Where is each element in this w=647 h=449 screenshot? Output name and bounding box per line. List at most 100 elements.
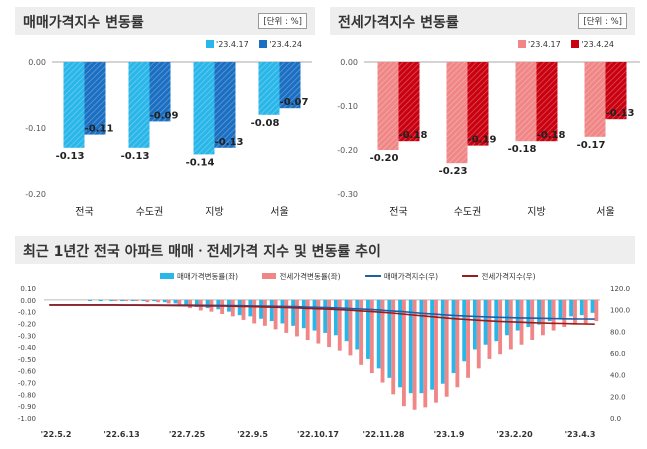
- x-tick-label: '22.9.5: [237, 430, 268, 439]
- legend-label: '23.4.24: [269, 40, 303, 49]
- bar-this-week: [467, 62, 489, 146]
- jeonse-change-bar: [391, 299, 396, 395]
- legend-swatch: [364, 275, 381, 277]
- sale-change-bar: [216, 299, 221, 310]
- sale-change-bar: [366, 299, 370, 359]
- sale-change-bar: [312, 299, 317, 331]
- sale-change-bar: [259, 299, 263, 319]
- jeonse-change-bar: [262, 299, 267, 326]
- x-tick-label: '23.1.9: [434, 430, 465, 439]
- jeonse-change-bar: [177, 299, 182, 306]
- bar-prev-week: [63, 62, 85, 148]
- sale-change-bar: [88, 299, 92, 301]
- jeonse-change-bar: [487, 299, 492, 359]
- trend-legend: 매매가격변동률(좌) 전세가격변동률(좌) 매매가격지수(우) 전세가격지수(우…: [160, 271, 558, 282]
- legend-swatch: [262, 273, 277, 279]
- legend-label: '23.4.24: [581, 40, 615, 49]
- jeonse-change-bar: [562, 299, 567, 327]
- bar-this-week: [605, 62, 627, 120]
- sale-change-bar-chart: 0.00 -0.10 -0.20 -0.13 -0.11 전국 -0.13 -0.09 수도권 -…: [25, 58, 312, 218]
- sale-change-bar: [152, 299, 157, 301]
- jeonse-change-bar: [123, 299, 128, 301]
- bar-value-label: -0.09: [150, 110, 179, 121]
- bar-value-label: -0.20: [370, 153, 399, 164]
- jeonse-change-bar-chart: 0.00 -0.10 -0.20 -0.30 -0.20 -0.18 전국 -0.23 -0.1…: [337, 58, 640, 218]
- jeonse-legend-item-2: '23.4.24: [571, 40, 614, 49]
- left-y-tick-label: -0.40: [18, 344, 36, 352]
- sale-change-bar: [162, 299, 167, 303]
- bar-value-label: -0.13: [606, 108, 635, 119]
- jeonse-change-bar: [156, 299, 160, 303]
- sale-legend: '23.4.17 '23.4.24: [206, 40, 302, 49]
- jeonse-change-bar: [305, 299, 310, 340]
- right-y-tick-label: 100.0: [610, 307, 630, 315]
- left-y-tick-label: 0.10: [20, 285, 36, 293]
- sale-change-bar: [408, 299, 413, 394]
- left-y-tick-label: -1.00: [18, 415, 36, 423]
- sale-change-bar: [355, 299, 360, 350]
- sale-change-bar: [269, 299, 274, 322]
- y-tick-label: -0.30: [337, 190, 358, 199]
- sale-change-bar: [547, 299, 552, 322]
- left-y-tick-label: -0.30: [18, 332, 36, 340]
- legend-label: 매매가격지수(우): [383, 272, 439, 281]
- jeonse-change-bar: [273, 299, 278, 330]
- sale-change-bar: [419, 299, 424, 394]
- sale-change-bar: [173, 299, 178, 304]
- right-y-tick-label: 60.0: [610, 350, 626, 358]
- jeonse-change-bar: [466, 299, 470, 378]
- bar-prev-week: [584, 62, 606, 137]
- bar-this-week: [536, 62, 558, 142]
- sale-change-bar: [387, 299, 392, 378]
- y-tick-label: 0.00: [340, 58, 358, 67]
- bar-value-label: -0.14: [186, 157, 215, 168]
- sale-change-bar: [430, 299, 435, 390]
- y-tick-label: -0.10: [25, 124, 46, 133]
- bar-value-label: -0.18: [508, 144, 537, 155]
- left-y-tick-label: -0.70: [18, 380, 36, 388]
- sale-change-bar: [558, 299, 563, 319]
- sale-change-bar: [472, 299, 477, 350]
- sale-change-bar: [440, 299, 445, 384]
- right-y-tick-label: 20.0: [610, 393, 626, 401]
- trend-chart-title: 최근 1년간 전국 아파트 매매ㆍ전세가격 지수 및 변동률 추이: [23, 244, 381, 260]
- jeonse-legend-item-1: '23.4.17: [518, 40, 561, 49]
- legend-swatch: [160, 273, 174, 279]
- jeonse-change-bar: [348, 299, 353, 356]
- jeonse-change-bar: [295, 299, 299, 337]
- bar-prev-week: [446, 62, 468, 164]
- left-y-tick-label: -0.50: [18, 356, 36, 364]
- sale-change-bar: [109, 299, 114, 301]
- sale-change-bar: [537, 299, 541, 325]
- jeonse-panel-header: 전세가격지수 변동률 [단위 : %]: [330, 7, 635, 35]
- legend-swatch: [462, 275, 479, 277]
- trend-panel-header: 최근 1년간 전국 아파트 매매ㆍ전세가격 지수 및 변동률 추이: [15, 236, 635, 264]
- jeonse-change-bar: [530, 299, 535, 340]
- x-tick-label: '22.10.17: [297, 430, 339, 439]
- jeonse-change-bar: [444, 299, 449, 397]
- jeonse-change-bar: [423, 299, 428, 408]
- sale-change-bar: [579, 299, 584, 316]
- y-tick-label: -0.20: [337, 146, 358, 155]
- sale-change-bar: [184, 299, 189, 305]
- bar-value-label: -0.13: [121, 151, 150, 162]
- x-category-label: 지방: [205, 206, 223, 218]
- sale-panel-header: 매매가격지수 변동률 [단위 : %]: [15, 7, 315, 35]
- sale-change-bar: [301, 299, 306, 329]
- bar-this-week: [279, 62, 301, 109]
- x-tick-label: '22.6.13: [103, 430, 139, 439]
- x-tick-label: '23.2.20: [496, 430, 533, 439]
- x-tick-label: '22.7.25: [169, 430, 206, 439]
- left-y-tick-label: -0.80: [18, 391, 36, 399]
- sale-change-bar: [376, 299, 381, 369]
- bar-value-label: -0.18: [537, 130, 566, 141]
- y-tick-label: 0.00: [28, 58, 46, 67]
- sale-change-bar: [483, 299, 488, 345]
- right-y-tick-label: 80.0: [610, 328, 626, 336]
- jeonse-change-bar: [337, 299, 342, 351]
- jeonse-change-bar: [551, 299, 556, 331]
- trend-legend-item-2: 전세가격변동률(좌): [262, 271, 341, 282]
- bar-value-label: -0.23: [439, 166, 468, 177]
- sale-change-bar: [451, 299, 456, 374]
- sale-change-bar: [515, 299, 520, 331]
